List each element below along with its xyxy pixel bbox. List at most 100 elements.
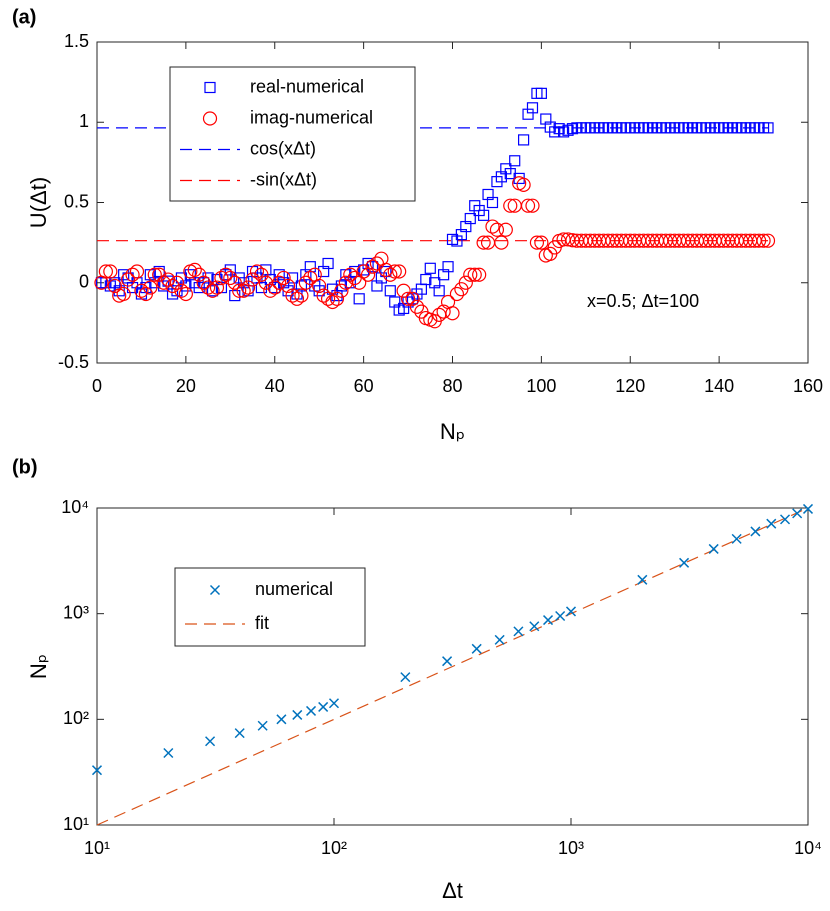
legend-marker <box>209 584 221 596</box>
marker <box>298 275 313 290</box>
legend-label: fit <box>255 613 269 633</box>
legend-label: cos(xΔt) <box>250 138 316 158</box>
marker <box>472 267 487 282</box>
marker <box>303 270 318 286</box>
marker <box>227 275 242 290</box>
marker <box>152 267 167 282</box>
y-tick-label: 0 <box>79 272 89 292</box>
marker <box>436 304 451 319</box>
y-tick-label: 10¹ <box>63 814 89 834</box>
marker <box>249 264 265 279</box>
marker <box>513 626 524 637</box>
marker <box>442 656 453 667</box>
legend-label: imag-numerical <box>250 107 373 127</box>
marker <box>129 264 145 279</box>
marker <box>467 267 482 282</box>
marker <box>365 259 380 274</box>
x-axis-label: Nₚ <box>440 419 465 444</box>
legend-label: real-numerical <box>250 76 364 96</box>
marker <box>463 267 478 282</box>
marker <box>196 275 211 290</box>
marker <box>543 615 554 626</box>
marker <box>476 235 491 250</box>
marker <box>471 643 482 654</box>
marker <box>509 155 521 167</box>
marker <box>529 235 545 250</box>
marker <box>149 277 161 289</box>
marker <box>343 267 358 282</box>
marker <box>353 293 365 305</box>
axes-box <box>96 41 809 364</box>
marker <box>205 736 216 747</box>
marker <box>98 264 113 279</box>
marker <box>780 514 791 525</box>
marker <box>802 503 814 514</box>
marker <box>255 281 268 294</box>
marker <box>503 198 518 213</box>
marker <box>442 261 454 273</box>
marker <box>143 280 158 295</box>
x-tick-label: 20 <box>176 376 196 396</box>
y-axis-label: U(Δt) <box>26 177 51 228</box>
legend-box <box>169 66 416 202</box>
marker <box>449 286 465 302</box>
marker <box>245 272 260 287</box>
legend-label: numerical <box>255 579 333 599</box>
x-tick-label: 40 <box>265 376 285 396</box>
marker <box>322 257 334 270</box>
marker <box>240 280 256 295</box>
marker <box>529 621 540 632</box>
marker <box>134 283 149 298</box>
marker <box>494 634 505 645</box>
marker <box>534 235 549 250</box>
marker <box>285 288 300 303</box>
annotation: x=0.5; Δt=100 <box>587 291 699 311</box>
marker <box>525 198 540 213</box>
y-tick-label: 10³ <box>63 602 89 622</box>
marker <box>187 262 202 278</box>
marker <box>329 291 345 306</box>
marker <box>214 270 229 286</box>
marker <box>458 275 473 290</box>
x-tick-label: 80 <box>442 376 462 396</box>
legend-marker <box>202 111 218 126</box>
x-tick-label: 160 <box>793 376 823 396</box>
marker <box>387 264 402 279</box>
marker <box>218 267 233 282</box>
marker <box>328 698 340 709</box>
marker <box>383 267 398 282</box>
axes-box <box>96 507 809 826</box>
x-tick-label: 120 <box>615 376 645 396</box>
marker <box>286 272 299 284</box>
marker <box>400 672 411 683</box>
marker <box>396 283 411 298</box>
marker <box>312 278 327 294</box>
marker <box>292 709 303 720</box>
marker <box>163 747 174 759</box>
marker <box>306 705 317 716</box>
marker <box>731 533 742 544</box>
marker <box>174 283 189 298</box>
marker <box>424 262 436 274</box>
x-axis-label: Δt <box>442 878 463 903</box>
marker <box>756 233 771 248</box>
marker <box>318 701 329 712</box>
x-tick-label: 60 <box>354 376 374 396</box>
marker <box>223 270 238 286</box>
y-tick-label: 1.5 <box>64 31 89 51</box>
panel-title: (a) <box>12 6 36 28</box>
marker <box>405 291 420 306</box>
marker <box>445 306 460 321</box>
marker <box>116 286 131 302</box>
marker <box>276 270 291 286</box>
y-tick-label: 10⁴ <box>61 497 89 517</box>
marker <box>433 285 445 297</box>
marker <box>121 272 136 287</box>
marker <box>224 264 236 276</box>
marker <box>178 286 193 302</box>
x-tick-label: 10⁴ <box>794 838 822 858</box>
marker <box>320 291 336 306</box>
marker <box>349 265 361 278</box>
marker <box>679 557 690 568</box>
